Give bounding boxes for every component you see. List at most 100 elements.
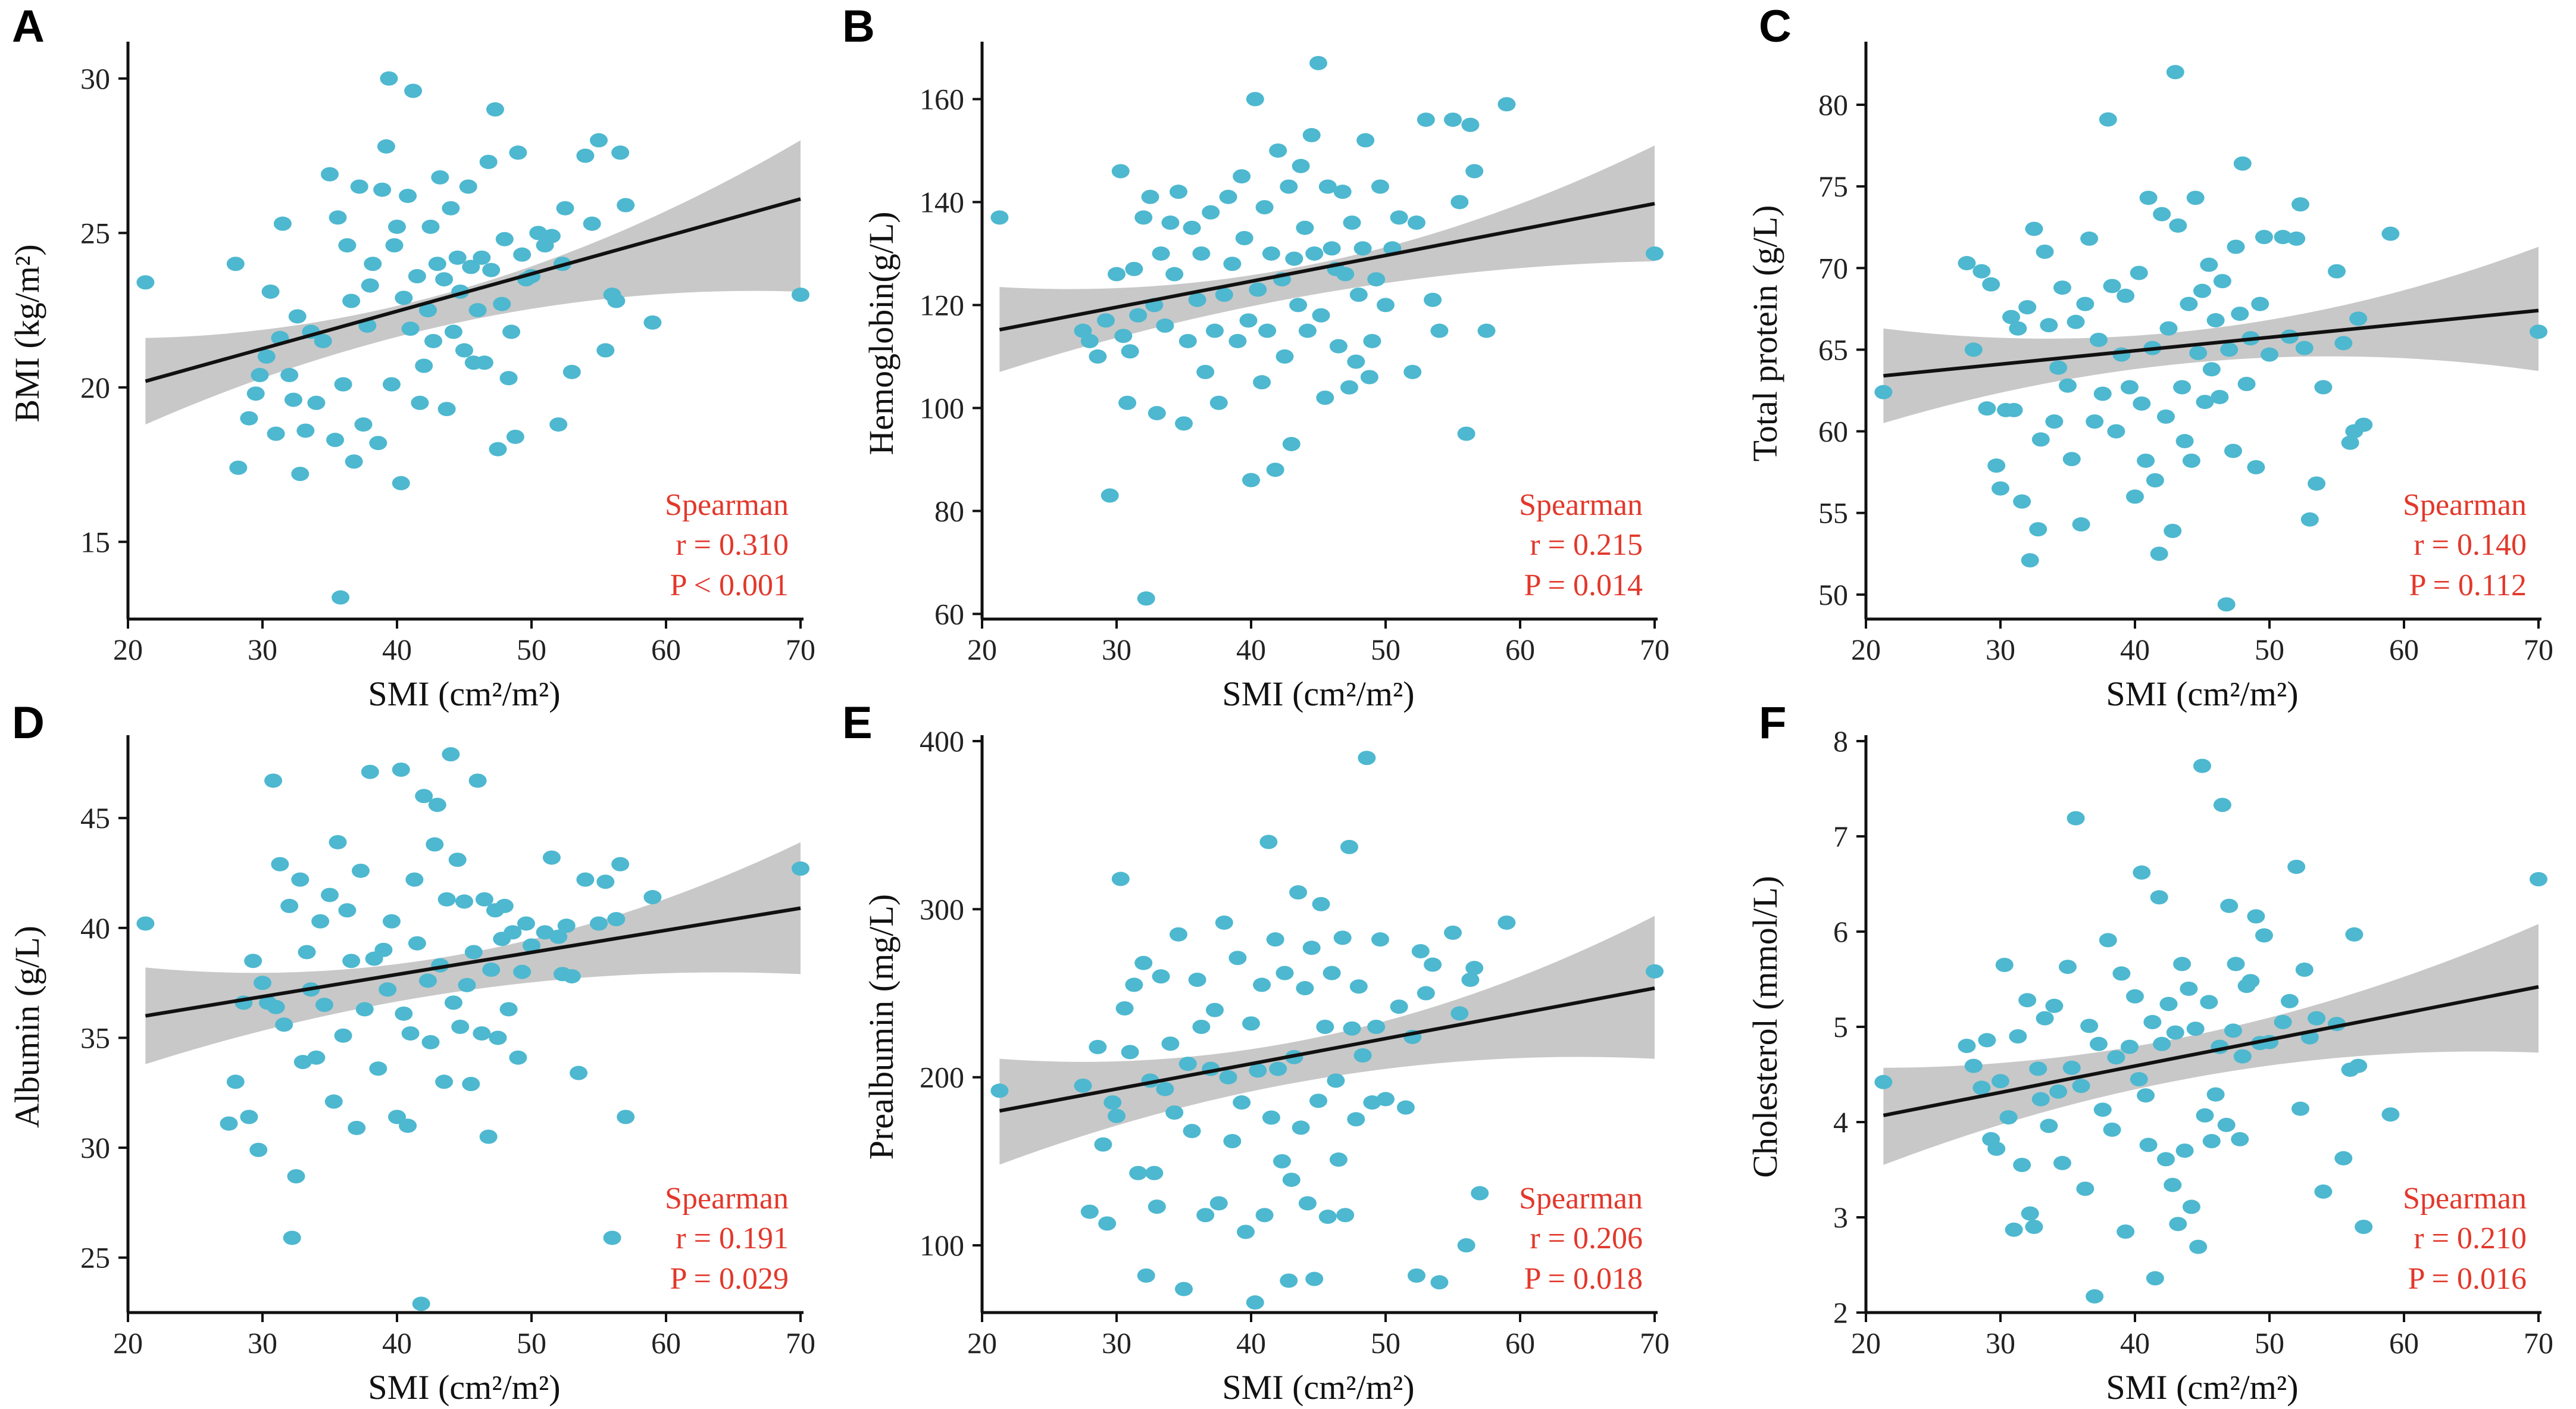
y-tick-label: 120 [920, 288, 964, 321]
data-point [2025, 1220, 2043, 1234]
data-point [2287, 231, 2306, 246]
data-point [462, 260, 480, 274]
data-point [1296, 981, 1314, 996]
data-point [495, 898, 514, 913]
data-point [596, 343, 615, 358]
data-point [2255, 230, 2273, 245]
data-point [2002, 310, 2021, 324]
data-point [2025, 221, 2043, 236]
y-axis-title: BMI (kg/m²) [8, 244, 46, 422]
stat-r: r = 0.191 [676, 1221, 789, 1255]
panel-c: C 20 30 40 50 60 70 50 55 60 65 70 75 80 SMI (cm²/m²) T… [1746, 1, 2553, 713]
data-point [2029, 522, 2047, 537]
data-point [2220, 898, 2239, 913]
data-point [499, 371, 518, 386]
data-point [2133, 396, 2151, 411]
panel-letter: F [1759, 698, 1786, 748]
data-point [464, 945, 483, 960]
data-point [1285, 251, 1303, 266]
data-point [329, 210, 347, 225]
data-point [1223, 257, 1242, 271]
data-point [418, 973, 437, 988]
data-point [556, 201, 574, 215]
data-point [2120, 1039, 2139, 1054]
data-point [388, 1110, 406, 1124]
data-point [401, 321, 420, 336]
data-point [329, 835, 347, 849]
data-point [338, 238, 357, 253]
data-point [1358, 751, 1376, 766]
data-point [2295, 963, 2314, 977]
data-point [287, 1169, 305, 1184]
data-point [249, 1142, 268, 1157]
data-point [2247, 460, 2265, 474]
data-point [382, 377, 401, 392]
data-point [2308, 1011, 2326, 1026]
data-point [1327, 1073, 1345, 1088]
data-point [1209, 1196, 1228, 1211]
data-point [2175, 434, 2194, 449]
data-point [1233, 1095, 1251, 1110]
y-axis-title: Hemoglobin(g/L) [862, 211, 901, 455]
data-point [2300, 512, 2319, 527]
data-point [517, 916, 535, 931]
y-axis-title: Prealbumin (mg/L) [862, 894, 901, 1160]
data-point [2013, 1158, 2031, 1172]
data-point [2247, 909, 2265, 924]
data-point [2159, 996, 2178, 1011]
data-point [1188, 292, 1206, 307]
data-point [504, 925, 522, 940]
data-point [1371, 179, 1389, 194]
data-point [1347, 354, 1365, 369]
data-point [1377, 298, 1395, 313]
y-tick-label: 100 [920, 1229, 964, 1262]
data-point [1396, 1100, 1415, 1115]
data-point [475, 355, 493, 370]
data-point [1209, 395, 1228, 410]
data-point [1282, 1172, 1300, 1187]
data-point [2139, 1138, 2158, 1152]
data-point [1074, 1078, 1092, 1093]
data-point [2251, 296, 2269, 311]
data-point [1242, 473, 1260, 488]
data-point [314, 333, 332, 348]
data-point [459, 179, 477, 194]
data-point [2164, 1177, 2182, 1192]
data-point [1258, 323, 1277, 338]
data-point [2308, 476, 2326, 491]
data-point [1118, 395, 1137, 410]
data-point [1192, 1020, 1211, 1034]
data-point [1305, 246, 1324, 261]
data-point [1196, 1208, 1215, 1223]
data-point [1108, 267, 1126, 282]
x-tick-label: 60 [651, 633, 681, 666]
data-point [404, 83, 423, 98]
data-point [1995, 958, 2014, 972]
y-tick-label: 300 [920, 892, 964, 926]
data-point [1329, 1152, 1348, 1167]
data-point [408, 269, 426, 283]
data-point [549, 929, 568, 944]
data-point [542, 229, 561, 243]
data-point [486, 102, 504, 117]
data-point [2112, 347, 2131, 362]
data-point [2237, 377, 2256, 392]
data-point [1192, 246, 1211, 261]
data-point [1333, 185, 1352, 199]
panel-letter: E [842, 698, 873, 748]
x-tick-label: 20 [113, 633, 143, 666]
data-point [2202, 1134, 2221, 1148]
panel-letter: D [12, 698, 45, 748]
data-point [444, 324, 462, 339]
data-point [1161, 1036, 1180, 1051]
data-point [1235, 231, 1253, 245]
panel-d: D 20 30 40 50 60 70 25 30 35 40 45 SMI (cm²/m²) Album… [8, 698, 815, 1407]
x-tick-label: 50 [2255, 633, 2284, 666]
data-point [284, 392, 302, 407]
regression-line [1883, 308, 2539, 378]
data-point [1246, 1295, 1264, 1310]
data-point [2143, 1015, 2162, 1029]
data-point [523, 938, 540, 953]
data-point [1958, 256, 1976, 271]
data-point [2021, 553, 2039, 568]
